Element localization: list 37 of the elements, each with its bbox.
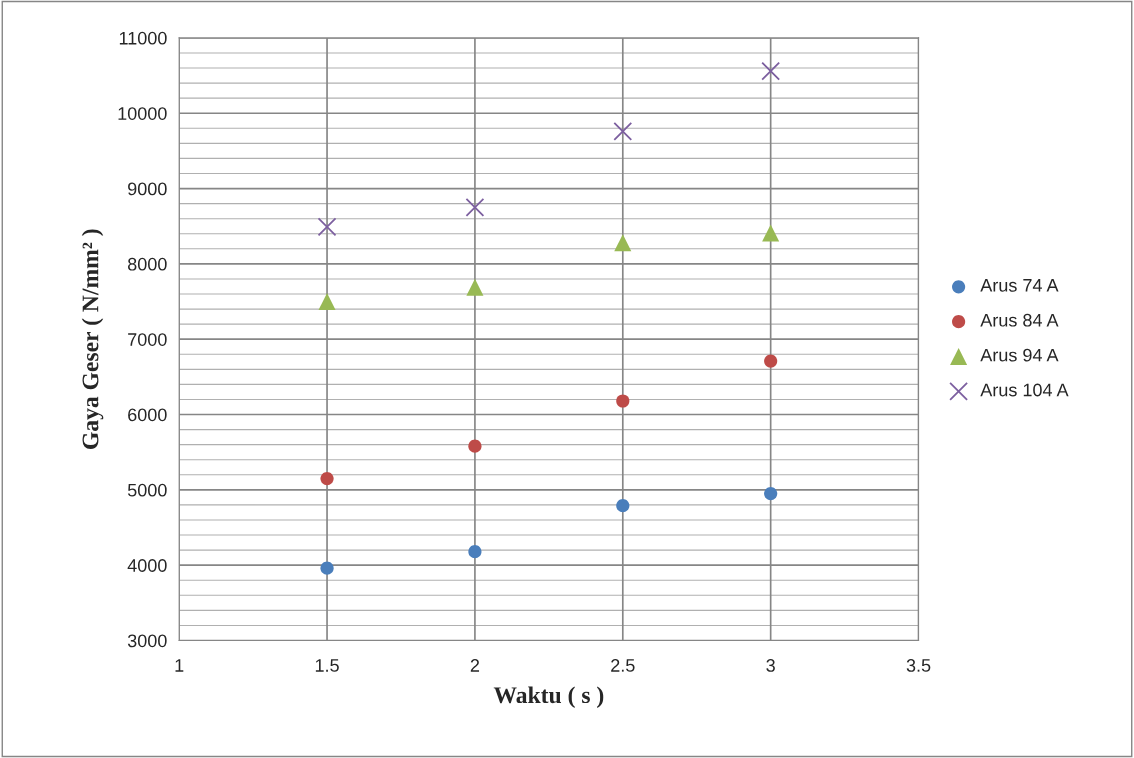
legend-label: Arus 104 A bbox=[980, 383, 1069, 397]
y-tick-label: 3000 bbox=[127, 634, 167, 648]
point bbox=[616, 499, 630, 513]
x-tick-label: 1 bbox=[175, 659, 184, 672]
point bbox=[762, 224, 780, 242]
point bbox=[468, 545, 482, 559]
legend-label: Arus 74 A bbox=[980, 279, 1059, 292]
y-tick-label: 4000 bbox=[127, 559, 167, 572]
x-tick-label: 2.5 bbox=[611, 659, 635, 672]
y-tick-label: 10000 bbox=[118, 107, 167, 120]
point bbox=[320, 561, 334, 575]
point bbox=[764, 354, 778, 368]
x-tick-label: 1.5 bbox=[315, 659, 339, 672]
y-tick-label: 8000 bbox=[127, 257, 167, 271]
point bbox=[320, 471, 334, 486]
y-tick-label: 11000 bbox=[119, 31, 167, 45]
x-tick-label: 3.5 bbox=[906, 659, 931, 672]
point bbox=[466, 278, 484, 296]
point bbox=[614, 234, 632, 252]
y-tick-label: 6000 bbox=[128, 408, 167, 422]
legend-label: Arus 84 A bbox=[980, 313, 1059, 327]
x-axis-title: Waktu ( s ) bbox=[493, 686, 604, 708]
y-tick-label: 7000 bbox=[128, 333, 167, 346]
point bbox=[764, 487, 778, 501]
point bbox=[761, 61, 781, 81]
legend-label: Arus 94 A bbox=[980, 348, 1059, 362]
y-tick-label: 5000 bbox=[127, 483, 167, 497]
point bbox=[613, 121, 633, 141]
x-tick-label: 2 bbox=[470, 659, 480, 672]
point bbox=[616, 394, 630, 408]
x-tick-label: 3 bbox=[766, 659, 775, 672]
point bbox=[468, 439, 482, 453]
point bbox=[317, 217, 337, 237]
point bbox=[318, 293, 336, 311]
y-axis-title: Gaya Geser ( N/mm² ) bbox=[81, 229, 104, 449]
y-tick-label: 9000 bbox=[128, 182, 167, 196]
point bbox=[465, 197, 485, 217]
